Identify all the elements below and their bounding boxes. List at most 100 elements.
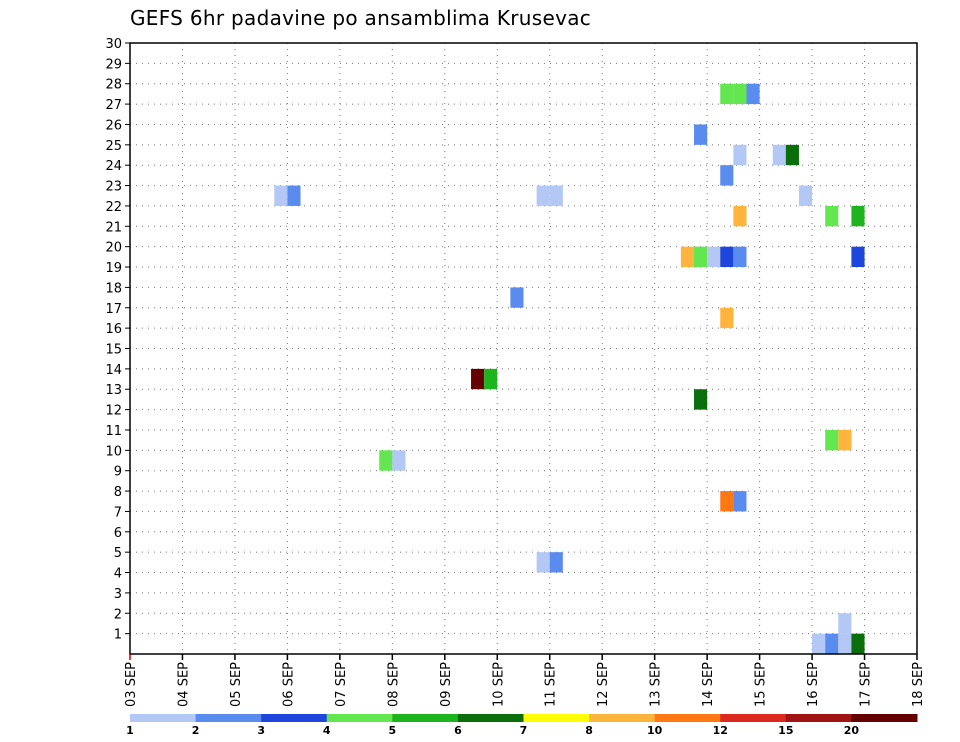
precip-cell bbox=[471, 368, 485, 390]
y-tick-label: 23 bbox=[105, 180, 122, 195]
y-tick-label: 18 bbox=[105, 281, 122, 296]
x-axis: 03 SEP 04 SEP 05 SEP 06 SEP 07 SEP 08 SEP 09 S… bbox=[124, 654, 926, 707]
y-tick-label: 28 bbox=[105, 78, 122, 93]
x-tick-label: 04 SEP bbox=[176, 662, 191, 707]
colorbar-label: 10 bbox=[647, 724, 663, 737]
y-tick-label: 7 bbox=[114, 505, 122, 520]
colorbar-segment bbox=[130, 714, 197, 722]
y-tick-label: 3 bbox=[114, 587, 122, 602]
precip-cell bbox=[733, 246, 747, 268]
precip-cell bbox=[274, 185, 288, 206]
colorbar-segment bbox=[785, 714, 852, 722]
precip-cell bbox=[287, 185, 301, 206]
precip-cell bbox=[536, 552, 550, 573]
y-tick-label: 15 bbox=[105, 343, 122, 358]
y-tick-label: 14 bbox=[105, 363, 122, 378]
y-tick-label: 26 bbox=[105, 118, 122, 133]
precip-cell bbox=[680, 246, 695, 268]
precip-cell bbox=[825, 429, 839, 451]
precip-cell bbox=[733, 144, 747, 166]
y-axis: 1234567891011121314151617181920212223242… bbox=[105, 37, 130, 643]
y-tick-label: 11 bbox=[105, 424, 122, 439]
x-tick-label: 08 SEP bbox=[386, 662, 401, 707]
colorbar-label: 4 bbox=[323, 724, 331, 737]
plot-frame bbox=[129, 42, 918, 655]
colorbar-segment bbox=[261, 714, 328, 722]
precipitation-cells bbox=[274, 83, 865, 654]
x-tick-label: 07 SEP bbox=[334, 662, 349, 707]
colorbar-segment bbox=[392, 714, 459, 722]
precip-cell bbox=[720, 491, 734, 512]
precip-cell bbox=[720, 165, 734, 186]
precip-cell bbox=[720, 246, 734, 268]
y-tick-label: 21 bbox=[105, 220, 122, 235]
precip-cell bbox=[510, 287, 524, 308]
precip-cell bbox=[812, 633, 826, 654]
y-tick-label: 29 bbox=[105, 57, 122, 72]
colorbar-segment bbox=[326, 714, 393, 722]
y-tick-label: 27 bbox=[105, 98, 122, 113]
precip-cell bbox=[720, 307, 734, 329]
y-tick-label: 22 bbox=[105, 200, 122, 215]
y-tick-label: 13 bbox=[105, 383, 122, 398]
y-tick-label: 5 bbox=[114, 546, 122, 561]
y-tick-label: 30 bbox=[105, 37, 122, 52]
precip-cell bbox=[720, 83, 734, 105]
precip-cell bbox=[707, 246, 721, 268]
precip-cell bbox=[838, 613, 852, 634]
x-tick-label: 10 SEP bbox=[491, 662, 506, 707]
precip-cell bbox=[825, 633, 839, 654]
precip-cell bbox=[694, 389, 708, 410]
precip-cell bbox=[733, 83, 747, 105]
x-tick-label: 14 SEP bbox=[701, 662, 716, 707]
x-tick-label: 09 SEP bbox=[439, 662, 454, 707]
precip-cell bbox=[825, 205, 839, 227]
x-tick-label: 11 SEP bbox=[544, 662, 559, 707]
y-tick-label: 6 bbox=[114, 526, 122, 541]
colorbar-label: 1 bbox=[126, 724, 134, 737]
colorbar-segment bbox=[523, 714, 590, 722]
y-tick-label: 25 bbox=[105, 139, 122, 154]
y-tick-label: 16 bbox=[105, 322, 122, 337]
colorbar-label: 2 bbox=[192, 724, 200, 737]
x-tick-label: 06 SEP bbox=[281, 662, 296, 707]
precip-cell bbox=[379, 450, 393, 471]
precip-cell bbox=[392, 450, 406, 471]
x-tick-label: 16 SEP bbox=[806, 662, 821, 707]
x-tick-label: 17 SEP bbox=[859, 662, 874, 707]
colorbar-label: 15 bbox=[778, 724, 793, 737]
y-tick-label: 4 bbox=[114, 567, 122, 582]
colorbar-label: 12 bbox=[713, 724, 728, 737]
y-tick-label: 10 bbox=[105, 444, 122, 459]
precip-cell bbox=[798, 185, 813, 206]
precip-cell bbox=[549, 185, 563, 206]
precip-cell bbox=[772, 144, 786, 166]
colorbar-label: 8 bbox=[585, 724, 593, 737]
precip-cell bbox=[549, 552, 563, 573]
colorbar-label: 6 bbox=[454, 724, 462, 737]
colorbar-label: 3 bbox=[257, 724, 265, 737]
chart-title: GEFS 6hr padavine po ansamblima Krusevac bbox=[130, 6, 592, 30]
precip-cell bbox=[694, 124, 708, 145]
plot-grid bbox=[130, 43, 918, 654]
colorbar-label: 20 bbox=[844, 724, 860, 737]
colorbar: 1 2 3 4 5 6 7 8 10 12 15 20 bbox=[126, 714, 918, 737]
x-tick-label: 15 SEP bbox=[754, 662, 769, 707]
colorbar-segment bbox=[720, 714, 787, 722]
y-tick-label: 2 bbox=[114, 607, 122, 622]
precip-cell bbox=[694, 246, 708, 268]
colorbar-segment bbox=[457, 714, 524, 722]
y-tick-label: 24 bbox=[105, 159, 122, 174]
precip-cell bbox=[838, 429, 852, 451]
x-tick-label: 13 SEP bbox=[649, 662, 664, 707]
precip-cell bbox=[536, 185, 550, 206]
colorbar-segment bbox=[589, 714, 656, 722]
x-tick-label: 12 SEP bbox=[596, 662, 611, 707]
precip-cell bbox=[851, 633, 865, 654]
colorbar-label: 5 bbox=[389, 724, 397, 737]
precip-cell bbox=[733, 205, 747, 227]
precip-cell bbox=[851, 246, 865, 268]
colorbar-label: 7 bbox=[520, 724, 528, 737]
x-tick-label: 03 SEP bbox=[124, 662, 139, 707]
